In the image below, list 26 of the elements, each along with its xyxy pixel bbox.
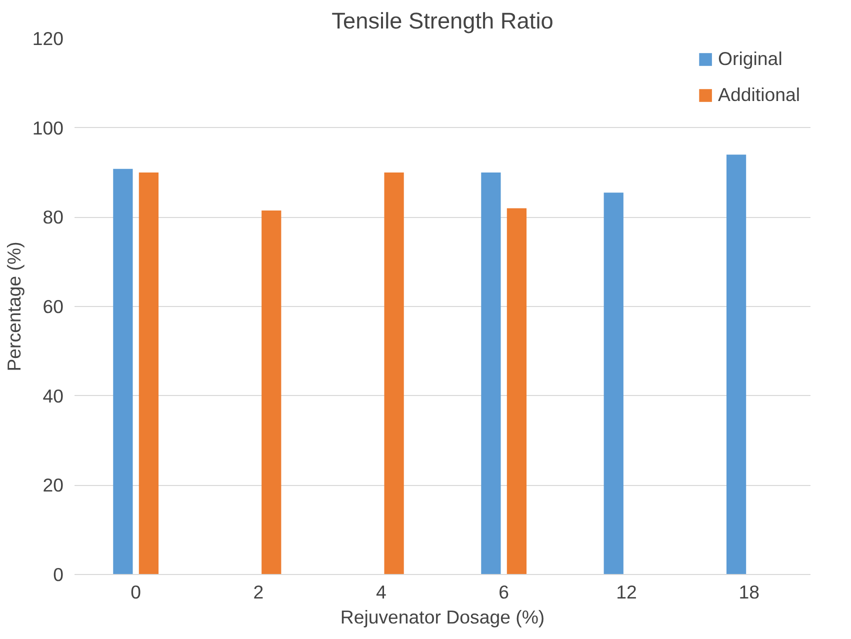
x-tick-label: 12 bbox=[616, 582, 637, 602]
y-tick-label: 20 bbox=[42, 474, 64, 496]
y-tick-label: 80 bbox=[42, 206, 64, 228]
bar bbox=[138, 172, 159, 574]
legend-label: Additional bbox=[718, 84, 800, 106]
bar bbox=[113, 168, 133, 574]
legend-label: Original bbox=[718, 48, 782, 70]
y-tick-label: 40 bbox=[42, 385, 64, 406]
y-tick-label: 60 bbox=[42, 296, 64, 317]
bar bbox=[262, 210, 282, 574]
bar bbox=[726, 154, 746, 574]
bar bbox=[604, 192, 624, 574]
x-tick-label: 18 bbox=[738, 582, 760, 602]
x-tick-label: 4 bbox=[376, 582, 386, 602]
y-tick-label: 100 bbox=[32, 117, 64, 138]
chart-title: Tensile Strength Ratio bbox=[332, 8, 554, 34]
x-tick-label: 2 bbox=[253, 582, 264, 602]
y-tick-label: 120 bbox=[32, 28, 64, 49]
bar bbox=[384, 172, 404, 574]
x-axis-title: Rejuvenator Dosage (%) bbox=[340, 606, 545, 628]
bar bbox=[481, 172, 501, 574]
y-axis-title: Percentage (%) bbox=[3, 242, 24, 372]
x-tick-label: 0 bbox=[130, 582, 142, 602]
x-tick-label: 6 bbox=[498, 582, 510, 602]
y-tick-label: 0 bbox=[53, 564, 64, 585]
bar bbox=[506, 208, 527, 574]
